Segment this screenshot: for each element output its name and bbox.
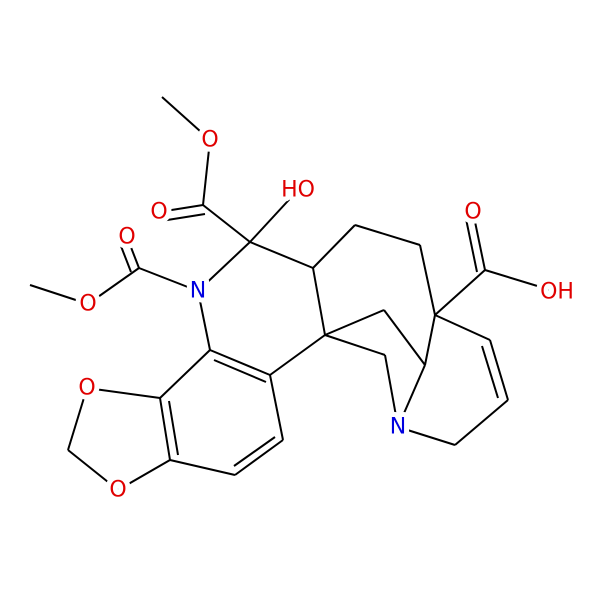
atom-label: O xyxy=(78,376,95,401)
atom-label: N xyxy=(190,279,206,304)
atom-label: O xyxy=(464,200,481,225)
atom-label: O xyxy=(109,478,126,503)
bonds xyxy=(29,96,558,491)
atom-label: O xyxy=(201,128,218,153)
atom-label: OH xyxy=(540,280,574,305)
atom-label: O xyxy=(150,200,167,225)
atom-label: N xyxy=(390,415,406,440)
atom-label: HO xyxy=(281,178,315,203)
atom-label: O xyxy=(79,292,96,317)
atom-labels: O O HO N O O O O O OH N xyxy=(73,123,579,508)
atom-label: O xyxy=(118,225,135,250)
